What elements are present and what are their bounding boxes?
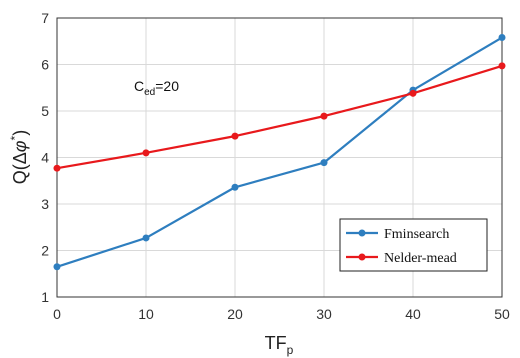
series-fminsearch [53, 34, 506, 271]
grid [57, 18, 502, 297]
x-tick-label: 50 [494, 306, 510, 322]
series-layer [53, 34, 506, 271]
data-point [231, 183, 239, 191]
y-axis-label-phi: φ [10, 140, 30, 152]
data-point [53, 164, 61, 172]
x-axis-label-subscript: p [287, 343, 294, 357]
x-tick-labels: 0 10 20 30 40 50 [53, 306, 510, 322]
y-axis-label-star: * [8, 135, 22, 140]
annotation-main: C [134, 78, 144, 94]
x-tick-label: 30 [316, 306, 332, 322]
x-tick-label: 20 [227, 306, 243, 322]
y-tick-label: 4 [41, 150, 49, 166]
y-tick-label: 3 [41, 196, 49, 212]
series-nelder-mead [53, 62, 506, 172]
legend-swatch-marker [358, 253, 366, 261]
legend: Fminsearch Nelder-mead [339, 218, 488, 272]
y-tick-label: 7 [41, 10, 49, 26]
y-tick-labels: 1 2 3 4 5 6 7 [41, 10, 49, 305]
x-tick-label: 0 [53, 306, 61, 322]
legend-items: Fminsearch Nelder-mead [346, 227, 457, 266]
legend-label: Fminsearch [384, 227, 449, 242]
series-line [56, 36, 503, 268]
x-tick-label: 40 [405, 306, 421, 322]
x-axis-label-main: TF [265, 333, 287, 353]
data-point [142, 149, 150, 157]
y-axis-label: Q(Δφ*) [8, 130, 30, 184]
data-point [320, 112, 328, 120]
data-point [53, 263, 61, 271]
data-point [498, 34, 506, 42]
horizontal-gridlines [57, 64, 502, 251]
y-tick-label: 6 [41, 57, 49, 73]
data-point [320, 159, 328, 167]
y-axis-label-delta: Δ [10, 152, 30, 164]
data-point [498, 62, 506, 70]
x-axis-label: TFp [265, 333, 294, 357]
y-tick-label: 2 [41, 243, 49, 259]
series-line [56, 64, 503, 170]
y-axis-label-prefix: Q( [10, 164, 30, 184]
y-tick-label: 1 [41, 289, 49, 305]
plot-frame [56, 17, 503, 298]
x-tick-label: 10 [138, 306, 154, 322]
legend-label: Nelder-mead [384, 251, 457, 266]
annotation-rest: =20 [155, 78, 179, 94]
data-point [231, 132, 239, 140]
data-point [409, 89, 417, 97]
y-tick-label: 5 [41, 103, 49, 119]
annotation-subscript: ed [144, 87, 155, 98]
annotation-ced: Ced=20 [134, 78, 179, 98]
legend-swatch-marker [358, 229, 366, 237]
y-axis-label-suffix: ) [10, 130, 30, 136]
legend-box [339, 218, 488, 272]
data-point [142, 234, 150, 242]
